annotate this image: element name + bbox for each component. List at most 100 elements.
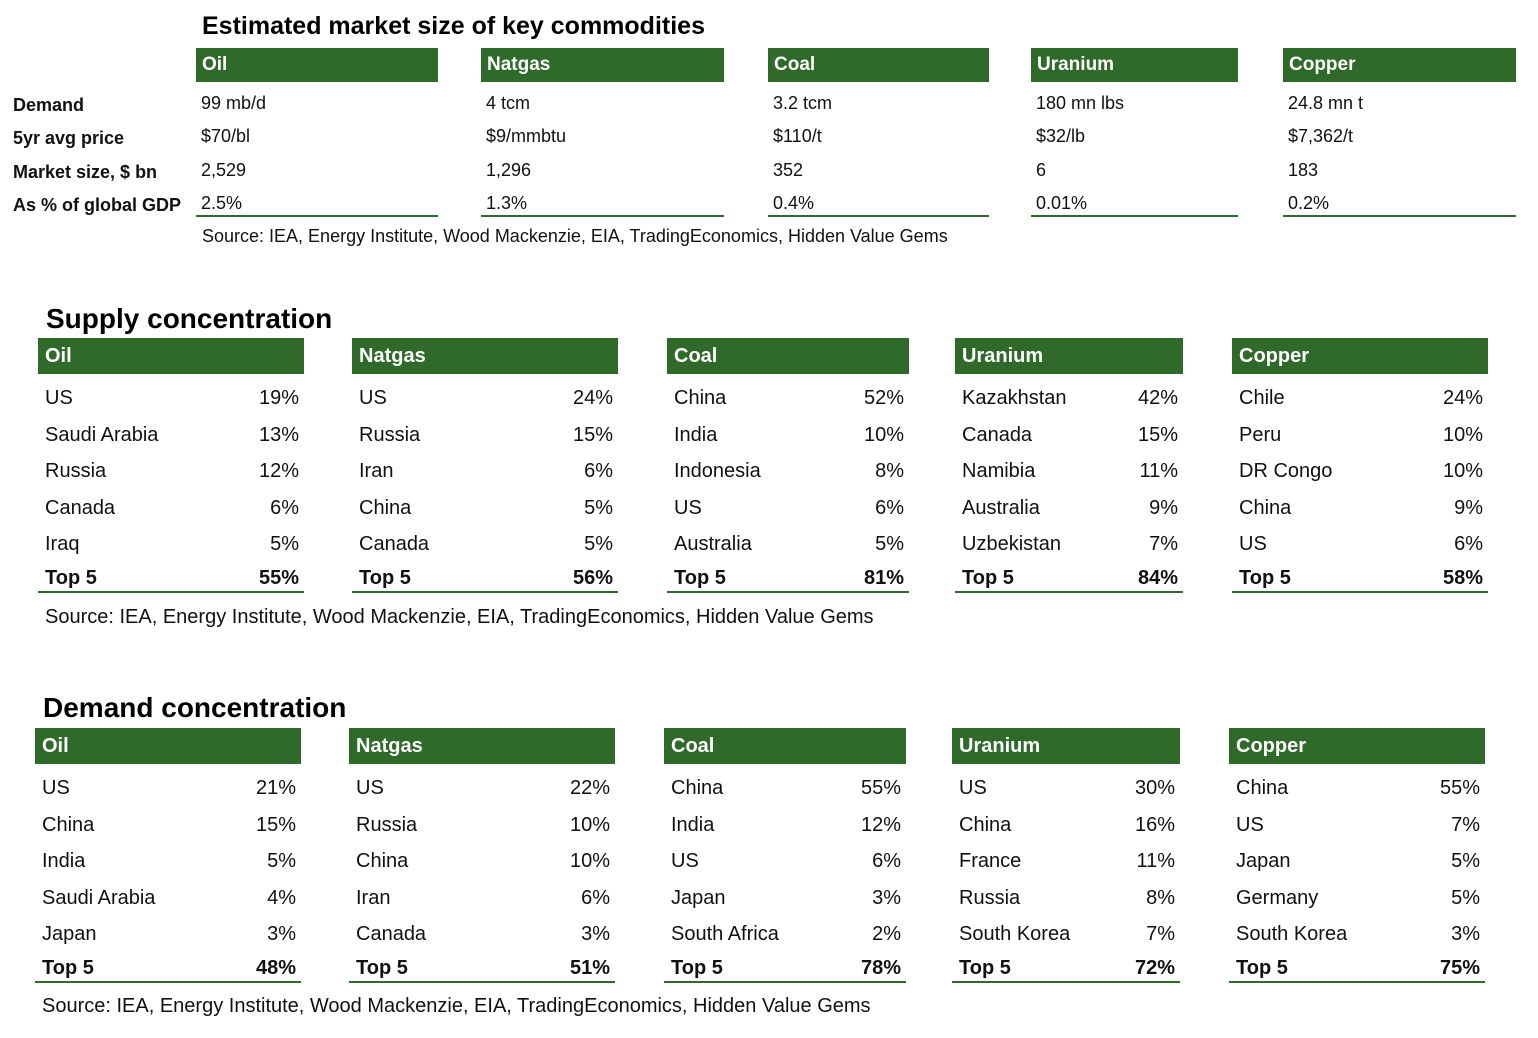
- supply-column-header: Coal: [667, 338, 909, 374]
- market-cell: 2,529: [201, 159, 247, 180]
- table-row: Canada 3%: [349, 916, 615, 953]
- market-source: Source: IEA, Energy Institute, Wood Mack…: [202, 226, 948, 246]
- table-row: China 15%: [35, 807, 301, 844]
- supply-column-oil: Oil US 19% Saudi Arabia 13% Russia 12% Canada 6%…: [38, 338, 304, 593]
- country-name: Canada: [45, 496, 116, 519]
- share-value: 10%: [1442, 423, 1483, 446]
- table-row: DR Congo 10%: [1232, 453, 1488, 490]
- total-label: Top 5: [42, 956, 94, 979]
- country-name: Russia: [356, 813, 418, 836]
- country-name: US: [356, 777, 384, 799]
- supply-column-coal: Coal China 52% India 10% Indonesia 8% US 6% Austr…: [667, 338, 909, 593]
- table-row: China 5%: [352, 490, 618, 527]
- table-row: South Korea 3%: [1229, 916, 1485, 953]
- table-row: US 24%: [352, 380, 618, 417]
- country-name: Canada: [356, 923, 427, 946]
- share-value: 5%: [270, 533, 299, 556]
- table-row: Russia 15%: [352, 417, 618, 454]
- share-value: 22%: [569, 777, 610, 799]
- total-label: Top 5: [674, 566, 726, 589]
- market-cell: $32/lb: [1036, 126, 1086, 147]
- country-name: China: [356, 850, 409, 873]
- country-name: Saudi Arabia: [42, 886, 156, 909]
- demand-column-header: Oil: [35, 728, 301, 764]
- country-name: US: [674, 496, 702, 519]
- country-name: US: [1239, 533, 1267, 556]
- share-value: 7%: [1149, 533, 1178, 556]
- share-value: 5%: [1451, 850, 1480, 873]
- total-label: Top 5: [359, 566, 411, 589]
- table-row: Canada 15%: [955, 417, 1183, 454]
- market-cell: 180 mn lbs: [1036, 93, 1125, 113]
- total-label: Top 5: [356, 956, 408, 979]
- share-value: 3%: [872, 886, 901, 909]
- share-value: 6%: [584, 460, 613, 483]
- total-row: Top 5 84%: [955, 563, 1183, 593]
- share-value: 11%: [1139, 460, 1178, 483]
- share-value: 7%: [1146, 923, 1175, 946]
- table-row: US 19%: [38, 380, 304, 417]
- share-value: 52%: [863, 387, 904, 409]
- total-value: 78%: [860, 956, 901, 979]
- row-label-market-size: Market size, $ bn: [13, 161, 158, 182]
- market-cell: 352: [773, 159, 804, 180]
- share-value: 10%: [1442, 460, 1483, 483]
- market-cell: 24.8 mn t: [1288, 93, 1364, 113]
- country-name: US: [45, 387, 73, 409]
- share-value: 9%: [1149, 496, 1178, 519]
- share-value: 4%: [267, 886, 296, 909]
- country-name: US: [359, 387, 387, 409]
- market-cell: 2.5%: [196, 189, 438, 217]
- country-name: Germany: [1236, 886, 1319, 909]
- table-row: China 10%: [349, 843, 615, 880]
- share-value: 5%: [584, 496, 613, 519]
- market-cell: 1,296: [486, 159, 532, 180]
- market-cell: 4 tcm: [486, 93, 531, 113]
- share-value: 5%: [584, 533, 613, 556]
- total-value: 56%: [572, 566, 613, 589]
- share-value: 13%: [258, 423, 299, 446]
- market-cell: $110/t: [773, 126, 822, 147]
- table-row: Japan 3%: [35, 916, 301, 953]
- market-cell: 99 mb/d: [201, 93, 267, 113]
- country-name: Canada: [359, 533, 430, 556]
- total-row: Top 5 78%: [664, 953, 906, 983]
- market-column-header: Copper: [1283, 48, 1516, 82]
- table-row: Russia 10%: [349, 807, 615, 844]
- share-value: 10%: [569, 850, 610, 873]
- share-value: 8%: [875, 460, 904, 483]
- share-value: 10%: [569, 813, 610, 836]
- total-value: 72%: [1134, 956, 1175, 979]
- table-row: Saudi Arabia 13%: [38, 417, 304, 454]
- market-cell: 0.2%: [1283, 189, 1516, 217]
- table-row: Australia 9%: [955, 490, 1183, 527]
- share-value: 3%: [1451, 923, 1480, 946]
- table-row: China 55%: [1229, 770, 1485, 807]
- table-row: Canada 6%: [38, 490, 304, 527]
- share-value: 30%: [1134, 777, 1175, 799]
- table-row: China 52%: [667, 380, 909, 417]
- share-value: 55%: [860, 777, 901, 799]
- country-name: China: [359, 496, 412, 519]
- market-row-labels: Demand 5yr avg price Market size, $ bn A…: [13, 91, 181, 224]
- table-row: Indonesia 8%: [667, 453, 909, 490]
- country-name: US: [959, 777, 987, 799]
- market-column-uranium: Uranium 180 mn lbs $32/lb 6 0.01%: [1031, 48, 1238, 217]
- total-value: 58%: [1442, 566, 1483, 589]
- market-cell: 0.4%: [768, 189, 989, 217]
- total-label: Top 5: [962, 566, 1014, 589]
- country-name: India: [674, 423, 718, 446]
- table-row: India 5%: [35, 843, 301, 880]
- table-row: US 21%: [35, 770, 301, 807]
- table-row: Russia 8%: [952, 880, 1180, 917]
- total-row: Top 5 58%: [1232, 563, 1488, 593]
- table-row: China 9%: [1232, 490, 1488, 527]
- country-name: South Korea: [1236, 923, 1348, 946]
- table-row: France 11%: [952, 843, 1180, 880]
- country-name: Iran: [356, 886, 391, 909]
- demand-column-header: Uranium: [952, 728, 1180, 764]
- supply-source: Source: IEA, Energy Institute, Wood Mack…: [45, 606, 874, 628]
- table-row: Japan 3%: [664, 880, 906, 917]
- total-row: Top 5 55%: [38, 563, 304, 593]
- market-cell: $9/mmbtu: [486, 126, 567, 147]
